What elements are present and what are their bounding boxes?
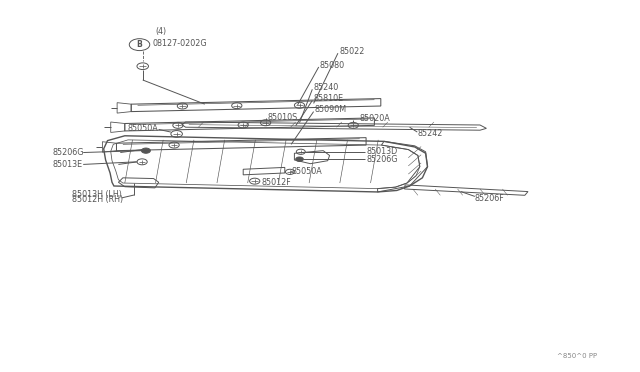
Text: 85206G: 85206G [366, 155, 397, 164]
Text: 85012H (RH): 85012H (RH) [72, 195, 124, 204]
Text: 85050A: 85050A [291, 167, 322, 176]
Text: 85240: 85240 [314, 83, 339, 92]
Text: 85080: 85080 [320, 61, 345, 70]
Text: 85090M: 85090M [315, 105, 347, 114]
Text: 85012F: 85012F [261, 178, 291, 187]
Text: ^850^0 PP: ^850^0 PP [557, 353, 597, 359]
Text: 85010S: 85010S [268, 113, 298, 122]
Circle shape [296, 157, 303, 161]
Text: 85050A: 85050A [128, 124, 159, 133]
Text: 85013D: 85013D [366, 147, 397, 156]
Text: B: B [137, 40, 142, 49]
Text: 85022: 85022 [339, 47, 365, 56]
Circle shape [141, 148, 150, 153]
Text: 85206F: 85206F [475, 194, 504, 203]
Text: 85810E: 85810E [314, 94, 344, 103]
Text: (4): (4) [156, 27, 166, 36]
Text: 85013E: 85013E [52, 160, 83, 169]
Text: 85013H (LH): 85013H (LH) [72, 190, 122, 199]
Text: 85206G: 85206G [52, 148, 84, 157]
Text: 08127-0202G: 08127-0202G [152, 39, 207, 48]
Text: 85020A: 85020A [360, 114, 390, 123]
Text: 85242: 85242 [417, 129, 443, 138]
